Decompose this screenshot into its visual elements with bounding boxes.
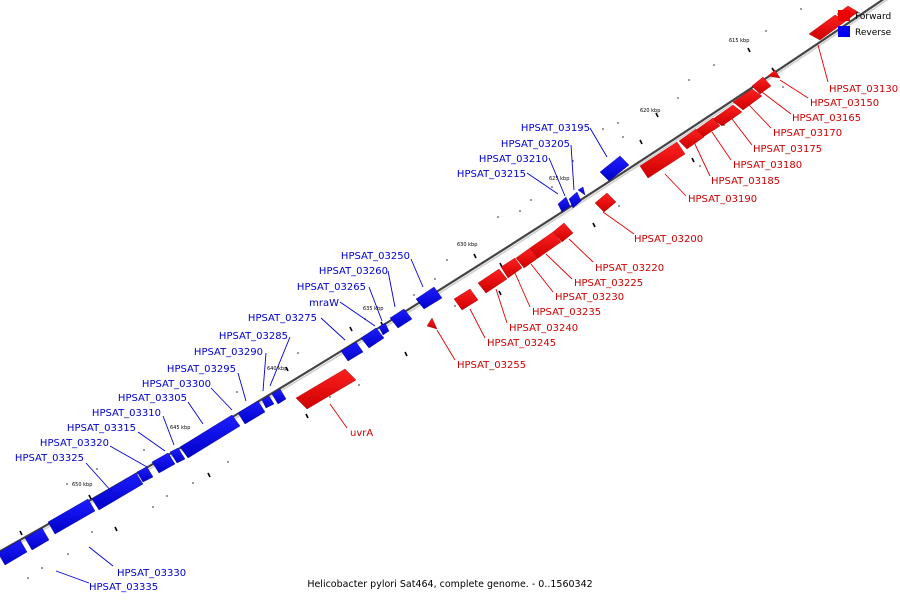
gene-label[interactable]: HPSAT_03190 <box>688 194 757 205</box>
tick-label: 625 kbp <box>549 176 569 182</box>
gene-label[interactable]: mraW <box>309 298 339 309</box>
gene-feature[interactable] <box>271 388 287 405</box>
tick-label: 620 kbp <box>640 108 660 114</box>
gene-label[interactable]: HPSAT_03200 <box>634 234 703 245</box>
gene-feature[interactable] <box>237 400 266 425</box>
gene-label[interactable]: HPSAT_03300 <box>142 379 211 390</box>
gene-feature[interactable] <box>599 155 630 182</box>
gene-feature[interactable] <box>340 341 364 362</box>
gene-label[interactable]: uvrA <box>350 428 373 439</box>
gene-label[interactable]: HPSAT_03180 <box>733 160 802 171</box>
gene-label[interactable]: HPSAT_03195 <box>521 123 590 134</box>
gene-label[interactable]: HPSAT_03325 <box>15 453 84 464</box>
gene-label[interactable]: HPSAT_03215 <box>457 169 526 180</box>
gene-label[interactable]: HPSAT_03235 <box>532 307 601 318</box>
gene-feature[interactable] <box>389 308 413 329</box>
gene-label[interactable]: HPSAT_03210 <box>479 154 548 165</box>
tick-label: 645 kbp <box>170 425 190 431</box>
reverse-genes <box>0 155 630 566</box>
gene-feature[interactable] <box>0 539 28 566</box>
gene-feature[interactable] <box>557 196 571 213</box>
gene-feature[interactable] <box>552 222 574 243</box>
tick-label: 630 kbp <box>457 242 477 248</box>
gene-label[interactable]: HPSAT_03230 <box>555 292 624 303</box>
gene-feature[interactable] <box>47 498 96 535</box>
gene-feature[interactable] <box>712 104 743 127</box>
forward-genes <box>295 5 859 410</box>
gene-label[interactable]: HPSAT_03260 <box>319 266 388 277</box>
gene-feature[interactable] <box>24 527 50 551</box>
gene-feature[interactable] <box>515 247 539 269</box>
gene-label[interactable]: HPSAT_03220 <box>595 263 664 274</box>
gene-label[interactable]: HPSAT_03335 <box>89 582 158 593</box>
legend-label-reverse: Reverse <box>855 28 892 38</box>
gene-feature[interactable] <box>261 395 275 409</box>
forward-labels: HPSAT_03130 HPSAT_03150 HPSAT_03165 HPSA… <box>350 84 898 439</box>
gene-feature[interactable] <box>732 88 763 111</box>
gene-feature[interactable] <box>594 192 617 213</box>
gene-feature[interactable] <box>767 69 781 79</box>
gene-label[interactable]: HPSAT_03150 <box>810 98 879 109</box>
gene-feature[interactable] <box>477 268 508 294</box>
gene-label[interactable]: HPSAT_03205 <box>501 139 570 150</box>
tick-label: 615 kbp <box>729 38 749 44</box>
tick-label: 635 kbp <box>363 306 383 312</box>
gene-label[interactable]: HPSAT_03285 <box>219 331 288 342</box>
legend-label-forward: Forward <box>855 12 891 22</box>
gene-feature[interactable] <box>415 286 443 310</box>
gene-feature[interactable] <box>179 414 241 459</box>
gene-feature[interactable] <box>136 466 154 483</box>
gene-feature[interactable] <box>500 257 523 279</box>
reverse-labels: HPSAT_03195 HPSAT_03205 HPSAT_03210 HPSA… <box>15 123 590 593</box>
gene-feature[interactable] <box>151 452 176 474</box>
gene-feature[interactable] <box>678 128 705 150</box>
gene-label[interactable]: HPSAT_03165 <box>792 113 861 124</box>
gene-label[interactable]: HPSAT_03240 <box>509 323 578 334</box>
minor-dots <box>27 8 802 579</box>
gene-label[interactable]: HPSAT_03310 <box>92 408 161 419</box>
gene-label[interactable]: HPSAT_03130 <box>829 84 898 95</box>
legend-swatch-reverse <box>838 26 850 37</box>
gene-label[interactable]: HPSAT_03295 <box>167 364 236 375</box>
forward-leaders <box>329 44 829 429</box>
gene-label[interactable]: HPSAT_03320 <box>40 438 109 449</box>
gene-label[interactable]: HPSAT_03245 <box>487 338 556 349</box>
gene-label[interactable]: HPSAT_03305 <box>118 393 187 404</box>
tick-label: 650 kbp <box>72 482 92 488</box>
gene-label[interactable]: HPSAT_03330 <box>117 568 186 579</box>
gene-feature[interactable] <box>91 472 144 511</box>
gene-label[interactable]: HPSAT_03255 <box>457 360 526 371</box>
gene-feature[interactable] <box>360 327 385 349</box>
page-title: Helicobacter pylori Sat464, complete gen… <box>307 579 592 590</box>
legend-swatch-forward <box>838 10 850 21</box>
gene-label[interactable]: HPSAT_03185 <box>711 176 780 187</box>
gene-feature[interactable] <box>577 186 586 196</box>
gene-label[interactable]: HPSAT_03170 <box>773 128 842 139</box>
gene-label[interactable]: HPSAT_03290 <box>194 347 263 358</box>
gene-label[interactable]: HPSAT_03275 <box>248 313 317 324</box>
gene-feature[interactable] <box>751 76 772 95</box>
gene-label[interactable]: HPSAT_03265 <box>297 282 366 293</box>
gene-feature[interactable] <box>568 191 582 209</box>
gene-feature[interactable] <box>378 322 390 336</box>
legend: Forward Reverse <box>838 10 892 38</box>
reverse-leaders <box>55 127 608 584</box>
gene-label[interactable]: HPSAT_03315 <box>67 423 136 434</box>
gene-feature[interactable] <box>295 368 357 410</box>
gene-feature[interactable] <box>169 447 186 464</box>
gene-label[interactable]: HPSAT_03175 <box>753 144 822 155</box>
gene-feature[interactable] <box>453 288 479 311</box>
gene-label[interactable]: HPSAT_03250 <box>341 251 410 262</box>
gene-label[interactable]: HPSAT_03225 <box>574 278 643 289</box>
gene-feature[interactable] <box>639 141 686 179</box>
gene-feature[interactable] <box>426 317 438 330</box>
tick-marks <box>19 47 775 536</box>
